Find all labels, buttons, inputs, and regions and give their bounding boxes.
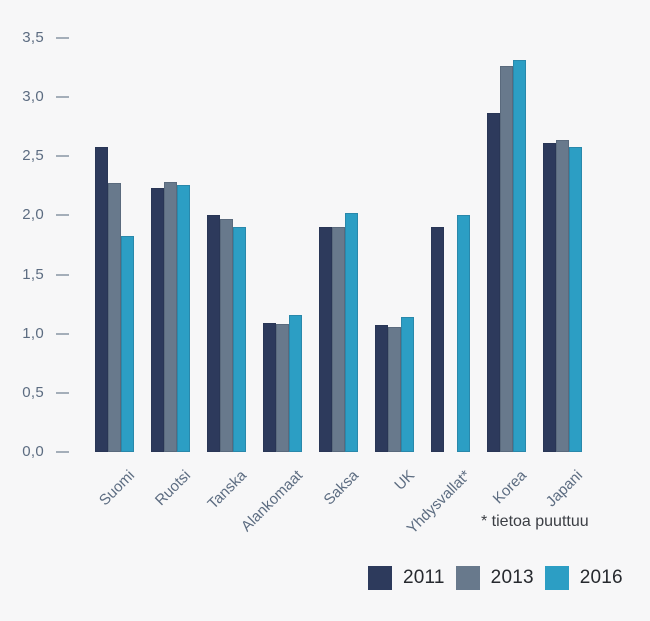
bar-2016 — [345, 213, 358, 452]
legend-label-2013: 2013 — [490, 567, 534, 588]
bar-2016 — [289, 314, 302, 452]
bar-2016 — [513, 60, 526, 452]
bar-2016 — [401, 317, 414, 452]
legend-item-2013: 2013 — [455, 566, 534, 590]
legend-item-2016: 2016 — [544, 566, 623, 590]
y-tick-label: 0,0 — [22, 443, 44, 460]
bar-2016 — [457, 215, 470, 452]
legend-swatch-2016 — [544, 566, 569, 590]
bar-2011 — [375, 325, 388, 452]
legend-item-2011: 2011 — [368, 566, 445, 590]
y-tick-mark — [56, 155, 69, 158]
y-tick-mark — [56, 37, 69, 39]
y-tick-mark — [56, 451, 69, 453]
bar-2011 — [151, 188, 164, 452]
x-axis-label: Suomi — [95, 467, 138, 510]
y-tick-label: 2,0 — [22, 206, 44, 224]
y-tick-mark — [56, 214, 69, 217]
legend-swatch-2013 — [455, 566, 480, 590]
y-tick-mark — [56, 332, 69, 335]
x-axis-label: Saksa — [320, 467, 362, 509]
bar-2011 — [431, 227, 444, 452]
bar-2011 — [95, 146, 108, 452]
bar-2016 — [233, 227, 246, 452]
bar-2016 — [569, 146, 582, 452]
bar-2011 — [319, 227, 332, 452]
bar-2013 — [500, 66, 513, 452]
x-axis-label: Tanska — [203, 467, 250, 513]
bar-2013 — [276, 324, 289, 452]
x-axis-label: Ruotsi — [151, 467, 194, 510]
bar-2013 — [220, 218, 233, 452]
bar-2011 — [207, 215, 220, 452]
y-tick-mark — [56, 273, 69, 276]
legend-label-2016: 2016 — [579, 567, 623, 588]
y-tick-label: 0,5 — [22, 383, 44, 401]
bar-2013 — [164, 182, 177, 452]
bar-2016 — [177, 184, 190, 452]
bar-2013 — [556, 139, 569, 452]
y-tick-label: 3,0 — [22, 88, 44, 106]
legend-label-2011: 2011 — [403, 567, 445, 588]
bar-2013 — [388, 326, 401, 452]
footnote: * tietoa puuttuu — [481, 513, 589, 530]
y-tick-label: 2,5 — [22, 147, 44, 165]
bar-2013 — [332, 227, 345, 452]
y-tick-label: 1,0 — [22, 324, 44, 342]
y-tick-label: 1,5 — [22, 265, 44, 283]
x-axis-label: Alankomaat — [237, 467, 306, 536]
y-tick-mark — [56, 96, 69, 99]
legend-swatch-2011 — [368, 566, 392, 590]
bar-2016 — [121, 235, 134, 452]
bar-2011 — [487, 112, 500, 452]
y-tick-mark — [56, 391, 69, 394]
bar-2011 — [543, 143, 556, 452]
y-tick-label: 3,5 — [22, 29, 44, 46]
bar-2011 — [263, 323, 276, 452]
legend: 2011 2013 2016 — [368, 566, 623, 590]
bar-2013 — [108, 183, 121, 452]
